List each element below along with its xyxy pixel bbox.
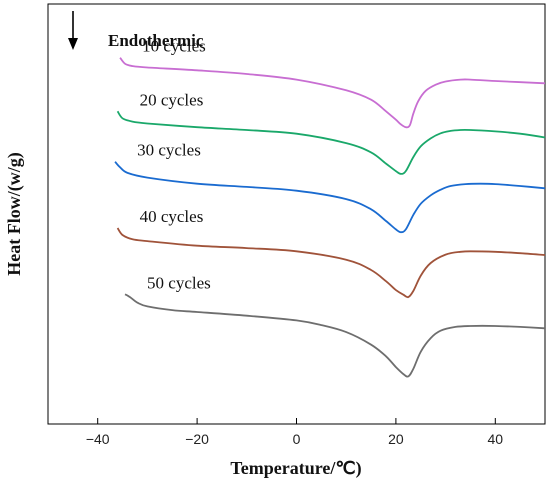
series-label-3: 30 cycles bbox=[137, 141, 201, 160]
series-lines bbox=[114, 57, 546, 378]
x-tick-label: 40 bbox=[488, 431, 504, 447]
x-axis-title: Temperature/℃) bbox=[230, 458, 361, 479]
x-tick-label: −40 bbox=[86, 431, 110, 447]
series-label-4: 40 cycles bbox=[140, 207, 204, 226]
y-axis-title: Heat Flow/(w/g) bbox=[4, 152, 25, 275]
plot-frame bbox=[47, 3, 546, 425]
endothermic-annotation: Endothermic bbox=[68, 11, 204, 50]
series-line-1 bbox=[119, 57, 546, 129]
endothermic-label: Endothermic bbox=[108, 31, 204, 50]
x-tick-label: 20 bbox=[388, 431, 404, 447]
series-label-2: 20 cycles bbox=[140, 90, 204, 109]
series-label-5: 50 cycles bbox=[147, 273, 211, 292]
series-line-3 bbox=[114, 161, 546, 234]
x-tick-label: −20 bbox=[185, 431, 209, 447]
arrow-head bbox=[68, 38, 78, 50]
x-tick-label: 0 bbox=[293, 431, 301, 447]
series-line-2 bbox=[116, 110, 546, 175]
series-labels: 10 cycles 20 cycles 30 cycles 40 cycles 50 c… bbox=[137, 37, 211, 293]
series-line-5 bbox=[124, 293, 546, 378]
x-axis-ticks: −40 −20 0 20 40 bbox=[86, 418, 503, 447]
series-label-1: 10 cycles bbox=[142, 37, 206, 56]
series-line-4 bbox=[116, 227, 546, 299]
